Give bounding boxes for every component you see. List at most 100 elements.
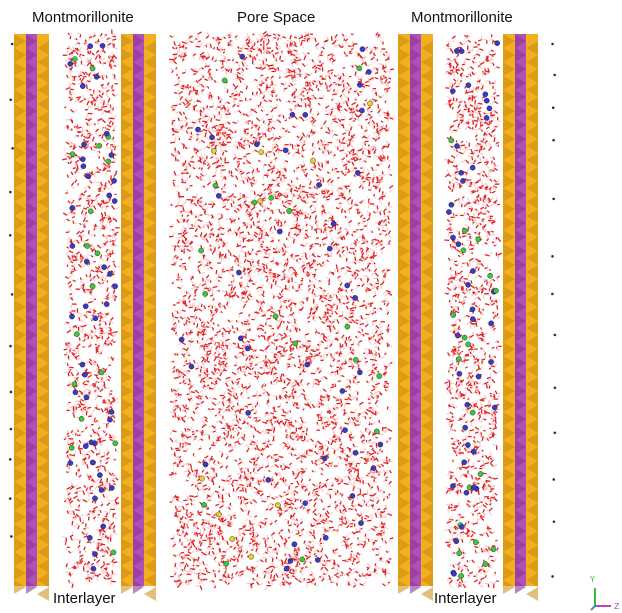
water-bond: [241, 245, 247, 248]
water-bond: [109, 532, 113, 536]
water-bond: [183, 364, 186, 367]
water-bond: [70, 273, 75, 276]
water-molecules: [61, 29, 503, 591]
water-bond: [68, 358, 72, 361]
water-bond: [309, 207, 313, 212]
water-bond: [201, 282, 207, 287]
water-bond: [364, 332, 369, 335]
water-bond: [206, 85, 210, 89]
water-bond: [383, 570, 386, 574]
octahedron: [410, 454, 421, 468]
water-bond: [322, 291, 325, 296]
water-bond: [176, 89, 180, 94]
water-bond: [92, 408, 97, 413]
water-bond: [107, 424, 110, 427]
water-bond: [103, 467, 107, 472]
octahedron: [133, 90, 144, 104]
water-bond: [70, 482, 75, 487]
water-bond: [312, 508, 317, 514]
octahedron: [410, 104, 421, 118]
tetrahedron: [144, 335, 156, 349]
water-bond: [103, 167, 108, 171]
water-bond: [245, 483, 249, 486]
water-bond: [186, 557, 192, 562]
water-bond: [307, 339, 312, 343]
water-bond: [298, 38, 301, 44]
water-bond: [65, 563, 69, 568]
water-bond: [112, 270, 116, 273]
water-bond: [77, 81, 82, 86]
water-bond: [379, 300, 383, 303]
water-bond: [304, 183, 307, 188]
water-bond: [361, 186, 364, 190]
water-bond: [66, 429, 70, 433]
tetrahedron: [14, 286, 26, 300]
water-bond: [100, 281, 104, 285]
water-bond: [186, 430, 190, 433]
tetrahedron: [144, 41, 156, 55]
water-bond: [274, 51, 279, 55]
water-bond: [230, 434, 233, 439]
tetrahedron: [144, 573, 156, 587]
water-bond: [94, 479, 100, 483]
water-bond: [248, 279, 254, 282]
water-bond: [374, 91, 377, 95]
tetrahedron: [14, 104, 26, 118]
water-bond: [105, 399, 108, 404]
water-bond: [69, 348, 72, 353]
water-bond: [196, 34, 200, 39]
water-bond: [76, 538, 81, 541]
water-bond: [109, 438, 114, 442]
water-bond: [178, 505, 183, 508]
water-bond: [193, 145, 196, 149]
octahedron: [133, 524, 144, 538]
water-bond: [238, 534, 244, 538]
water-bond: [103, 110, 109, 113]
water-bond: [325, 232, 328, 237]
water-bond: [293, 189, 299, 193]
water-bond: [182, 382, 186, 386]
tetrahedron: [144, 475, 156, 489]
water-bond: [240, 294, 244, 299]
water-bond: [75, 251, 81, 255]
tetrahedron: [144, 517, 156, 531]
water-bond: [195, 80, 199, 84]
water-bond: [245, 374, 249, 377]
water-bond: [67, 155, 71, 160]
water-bond: [69, 500, 74, 504]
water-bond: [98, 438, 102, 443]
water-bond: [235, 418, 240, 424]
water-bond: [260, 493, 264, 497]
water-bond: [107, 296, 111, 300]
water-bond: [87, 389, 91, 393]
water-bond: [91, 96, 96, 101]
water-bond: [238, 236, 244, 238]
water-bond: [365, 320, 369, 325]
water-bond: [68, 283, 73, 288]
water-bond: [341, 82, 343, 86]
water-bond: [308, 134, 311, 138]
water-bond: [82, 345, 85, 349]
water-bond: [362, 581, 367, 586]
water-bond: [354, 51, 359, 54]
water-bond: [79, 313, 85, 317]
water-bond: [100, 242, 104, 246]
water-bond: [74, 179, 78, 183]
water-bond: [94, 374, 99, 377]
water-bond: [97, 117, 103, 122]
water-bond: [102, 312, 107, 316]
water-bond: [200, 371, 205, 375]
tetrahedron: [421, 293, 433, 307]
water-bond: [187, 546, 191, 550]
water-bond: [87, 300, 93, 304]
water-bond: [62, 212, 68, 216]
water-bond: [114, 206, 120, 210]
water-bond: [368, 373, 373, 377]
tetrahedron: [144, 223, 156, 237]
water-bond: [219, 504, 224, 509]
water-bond: [103, 408, 108, 411]
water-bond: [104, 567, 108, 571]
water-bond: [238, 103, 241, 107]
water-bond: [310, 360, 312, 365]
water-bond: [247, 567, 251, 570]
